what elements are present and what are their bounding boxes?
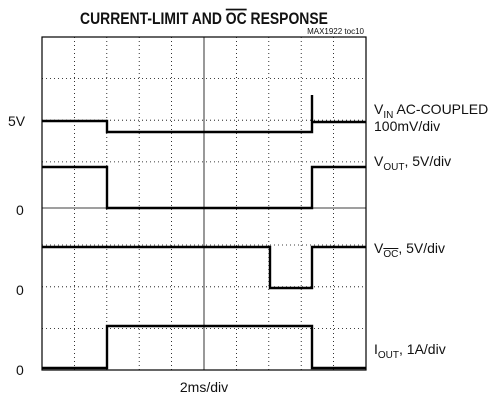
label-part: IN <box>383 110 393 121</box>
label-part: , 1A/div <box>399 341 446 357</box>
label-part: I <box>374 341 378 357</box>
label-part: V <box>374 240 384 256</box>
figure-id: MAX1922 toc10 <box>307 27 364 36</box>
title-part: RESPONSE <box>247 10 328 29</box>
label-part: , 5V/div <box>398 240 445 256</box>
title: CURRENT-LIMIT AND OC RESPONSE <box>80 10 328 29</box>
left-label: 0 <box>16 362 24 378</box>
vout-trace <box>42 165 366 210</box>
right-label: VIN AC-COUPLED <box>374 101 488 121</box>
right-label-line2: 100mV/div <box>374 118 440 134</box>
title-part: CURRENT-LIMIT AND <box>80 10 226 29</box>
vin-trace <box>42 95 366 134</box>
x-label: 2ms/div <box>180 379 228 395</box>
label-part: OC <box>383 249 398 260</box>
label-part: V <box>374 153 384 169</box>
label-part: , 5V/div <box>404 153 451 169</box>
left-label: 0 <box>16 202 24 218</box>
grid <box>42 37 366 370</box>
right-label: VOUT, 5V/div <box>374 153 451 173</box>
right-label: VOC, 5V/div <box>374 240 445 260</box>
left-label: 0 <box>16 282 24 298</box>
label-part: OUT <box>383 162 404 173</box>
label-part: AC-COUPLED <box>393 101 488 117</box>
traces <box>42 95 366 370</box>
left-label: 5V <box>8 113 26 129</box>
iout-trace <box>42 324 366 370</box>
label-part: V <box>374 101 384 117</box>
voc-trace <box>42 245 366 290</box>
right-label: IOUT, 1A/div <box>374 341 446 361</box>
title-part: OC <box>226 10 247 29</box>
label-part: OUT <box>378 350 399 361</box>
